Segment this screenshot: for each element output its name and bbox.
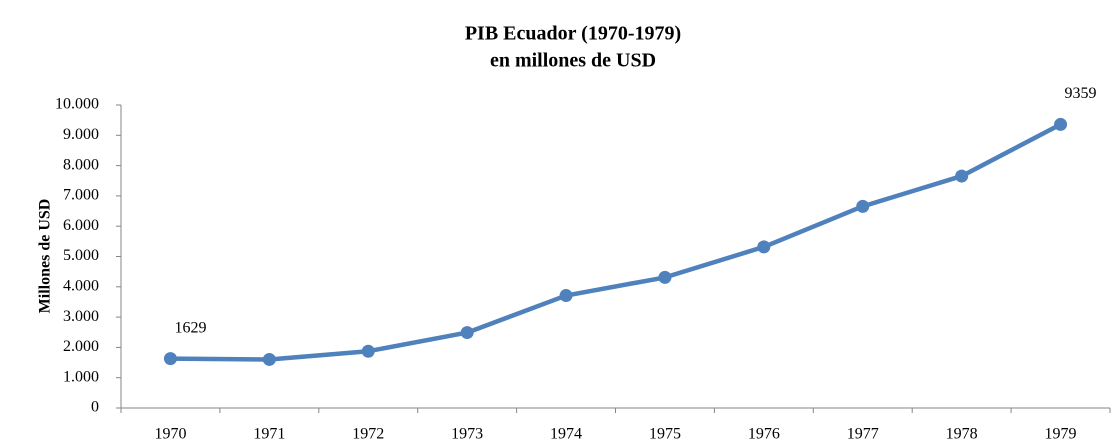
y-tick-label: 1.000	[63, 368, 99, 385]
x-tick-label: 1978	[946, 426, 978, 441]
x-tick-label: 1971	[253, 426, 285, 441]
x-tick-label: 1970	[154, 426, 186, 441]
chart-title: PIB Ecuador (1970-1979)	[465, 23, 681, 45]
y-tick-label: 5.000	[63, 247, 99, 264]
data-point	[757, 240, 771, 254]
y-tick-label: 4.000	[63, 277, 99, 294]
x-tick-label: 1976	[748, 426, 780, 441]
data-point	[658, 270, 672, 284]
x-tick-label: 1977	[847, 426, 879, 441]
data-point	[460, 326, 474, 340]
y-tick-label: 8.000	[63, 156, 99, 173]
y-tick-label: 6.000	[63, 217, 99, 234]
y-tick-label: 9.000	[63, 126, 99, 143]
x-tick-label: 1979	[1045, 426, 1077, 441]
data-point	[1054, 117, 1068, 131]
data-point	[955, 169, 969, 183]
data-point	[559, 289, 573, 303]
x-tick-label: 1975	[649, 426, 681, 441]
series-line	[170, 122, 1062, 362]
y-tick-label: 2.000	[63, 338, 99, 355]
data-label: 1629	[174, 319, 206, 336]
x-tick-label: 1973	[451, 426, 483, 441]
x-tick-label: 1972	[352, 426, 384, 441]
y-tick-label: 3.000	[63, 308, 99, 325]
y-tick-label: 10.000	[55, 96, 99, 113]
chart-subtitle: en millones de USD	[490, 50, 656, 72]
y-tick-label: 0	[91, 399, 99, 416]
y-axis-title: Millones de USD	[37, 199, 54, 314]
data-point	[856, 199, 870, 213]
data-point	[163, 352, 177, 366]
data-point	[361, 344, 375, 358]
data-point	[262, 352, 276, 366]
data-label: 9359	[1065, 85, 1097, 102]
x-tick-label: 1974	[550, 426, 582, 441]
y-tick-label: 7.000	[63, 187, 99, 204]
